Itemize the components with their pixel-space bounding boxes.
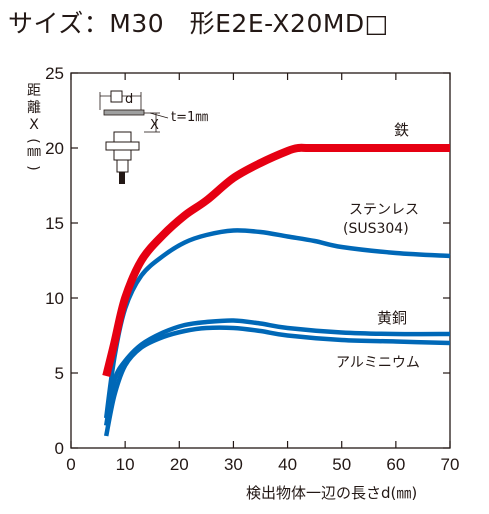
y-axis-label-char: ( (25, 138, 41, 143)
y-tick-label: 0 (55, 439, 64, 458)
series-line-0 (102, 143, 450, 377)
y-tick-label: 10 (45, 289, 64, 308)
label-iron: 鉄 (394, 121, 409, 139)
y-axis-label-char: X (29, 117, 39, 133)
x-tick-label: 30 (224, 455, 243, 474)
series-line-3 (103, 325, 451, 437)
y-tick-label: 25 (45, 64, 64, 83)
sensor-head (113, 131, 132, 143)
y-tick-label: 15 (45, 214, 64, 233)
inset-background (90, 92, 180, 184)
series-line-2 (103, 318, 451, 426)
target-square-icon (110, 90, 123, 103)
x-tick-label: 60 (386, 455, 405, 474)
label-brass: 黄銅 (377, 309, 407, 327)
sensor-body (116, 159, 129, 173)
label-aluminum: アルミニウム (336, 355, 420, 371)
sensor-thread (113, 149, 132, 161)
axes-group: 0 10 20 30 40 50 60 70 0 5 10 15 20 25 (45, 64, 459, 474)
target-plate (103, 109, 145, 116)
inset-t-label: t=1㎜ (171, 110, 208, 125)
series-group (102, 143, 451, 437)
x-tick-label: 40 (278, 455, 297, 474)
label-stainless: ステンレス (349, 202, 419, 218)
y-axis-label: 距離X (㎜) (25, 83, 41, 171)
y-axis-label-char: ) (25, 165, 41, 170)
t-leader-line (149, 112, 169, 119)
x-tick-label: 10 (116, 455, 135, 474)
plot-frame (70, 72, 451, 449)
y-axis-label-char: ㎜ (27, 144, 41, 160)
chart-title: サイズ：M30 形E2E-X20MD□ (8, 9, 389, 38)
x-axis-label: 検出物体一辺の長さd(㎜) (246, 484, 417, 502)
x-tick-label: 20 (170, 455, 189, 474)
inset-d-label: d (125, 92, 133, 107)
x-tick-label: 0 (66, 455, 75, 474)
x-tick-label: 70 (441, 455, 460, 474)
y-tick-label: 20 (45, 139, 64, 158)
y-axis-label-char: 距 (27, 83, 41, 99)
inset-x-label: X (150, 118, 159, 133)
sensor-inset-diagram: d X t=1㎜ (90, 90, 208, 184)
y-tick-label: 5 (55, 364, 64, 383)
y-axis-label-char: 離 (27, 99, 41, 116)
sensor-nut (105, 141, 140, 151)
sensor-cable (119, 172, 125, 184)
x-tick-label: 50 (332, 455, 351, 474)
label-sus304: (SUS304) (343, 221, 409, 237)
